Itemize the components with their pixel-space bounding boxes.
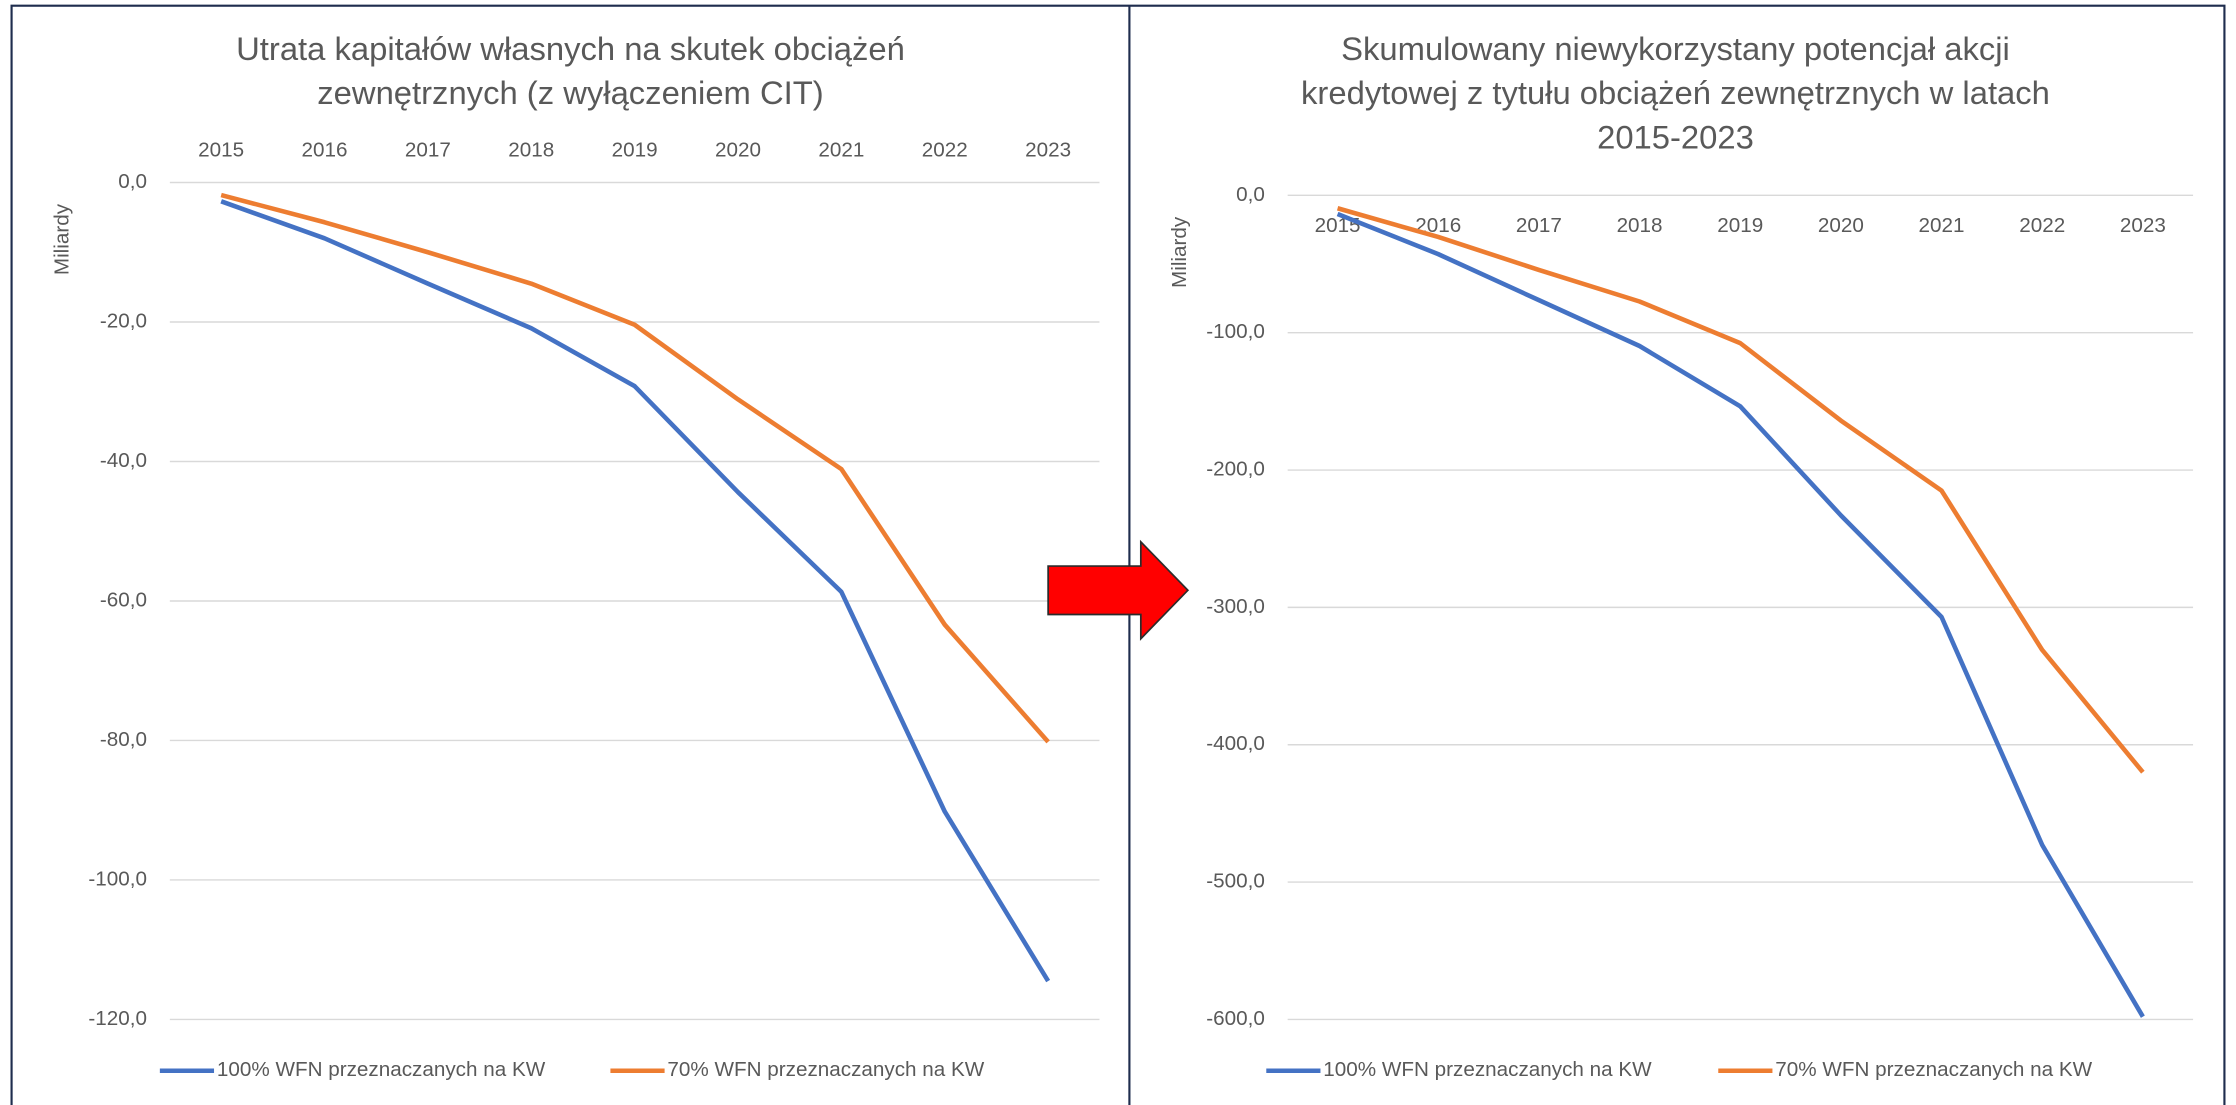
x-tick-label: 2017 (405, 139, 451, 162)
y-tick-label: 0,0 (1236, 183, 1265, 206)
y-tick-label: -600,0 (1206, 1007, 1265, 1030)
x-tick-label: 2019 (1717, 214, 1763, 237)
arrow (1047, 539, 1190, 641)
line-series (220, 192, 1050, 744)
x-tick-label: 2018 (1617, 214, 1663, 237)
chart-title: kredytowej z tytułu obciążeń zewnętrznyc… (1301, 74, 2050, 111)
x-tick-label: 2015 (1315, 214, 1361, 237)
x-tick-label: 2016 (302, 139, 348, 162)
legend-label: 70% WFN przeznaczanych na KW (667, 1058, 984, 1081)
charts: Utrata kapitałów własnych na skutek obci… (50, 30, 2194, 1081)
x-tick-label: 2022 (922, 139, 968, 162)
legend-label: 70% WFN przeznaczanych na KW (1775, 1058, 2092, 1081)
x-tick-label: 2015 (198, 139, 244, 162)
legend-label: 100% WFN przeznaczanych na KW (217, 1058, 546, 1081)
y-tick-label: 0,0 (118, 170, 147, 193)
x-tick-label: 2017 (1516, 214, 1562, 237)
chart-title: 2015-2023 (1597, 118, 1754, 155)
y-tick-label: -120,0 (88, 1007, 147, 1030)
y-axis-label: Miliardy (1168, 216, 1191, 288)
y-axis-label: Miliardy (50, 203, 73, 275)
y-tick-label: -300,0 (1206, 595, 1265, 618)
x-tick-label: 2020 (1818, 214, 1864, 237)
y-tick-label: -400,0 (1206, 732, 1265, 755)
chart-title: Skumulowany niewykorzystany potencjał ak… (1341, 30, 2010, 67)
legend-label: 100% WFN przeznaczanych na KW (1323, 1058, 1652, 1081)
x-tick-label: 2019 (612, 139, 658, 162)
x-tick-label: 2023 (2120, 214, 2166, 237)
line-series (220, 199, 1051, 983)
y-tick-label: -80,0 (100, 728, 147, 751)
chart-title: Utrata kapitałów własnych na skutek obci… (236, 30, 905, 67)
chart-title: zewnętrznych (z wyłączeniem CIT) (317, 74, 823, 111)
x-tick-label: 2018 (508, 139, 554, 162)
y-tick-label: -100,0 (1206, 320, 1265, 343)
x-tick-label: 2023 (1025, 139, 1071, 162)
y-tick-label: -20,0 (100, 309, 147, 332)
y-tick-label: -200,0 (1206, 457, 1265, 480)
x-tick-label: 2020 (715, 139, 761, 162)
y-tick-label: -500,0 (1206, 870, 1265, 893)
line-series (1336, 206, 2145, 774)
x-tick-label: 2022 (2019, 214, 2065, 237)
panel-border (10, 4, 2226, 1105)
y-tick-label: -40,0 (100, 449, 147, 472)
x-tick-label: 2021 (818, 139, 864, 162)
x-tick-label: 2021 (1919, 214, 1965, 237)
y-tick-label: -60,0 (100, 588, 147, 611)
line-series (1336, 211, 2145, 1018)
y-tick-label: -100,0 (88, 867, 147, 890)
